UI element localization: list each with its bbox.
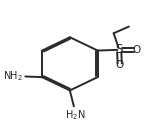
- Text: NH$_2$: NH$_2$: [3, 70, 23, 83]
- Text: O: O: [116, 60, 124, 70]
- Text: O: O: [132, 45, 140, 55]
- Text: H$_2$N: H$_2$N: [65, 108, 86, 122]
- Text: S: S: [116, 43, 123, 56]
